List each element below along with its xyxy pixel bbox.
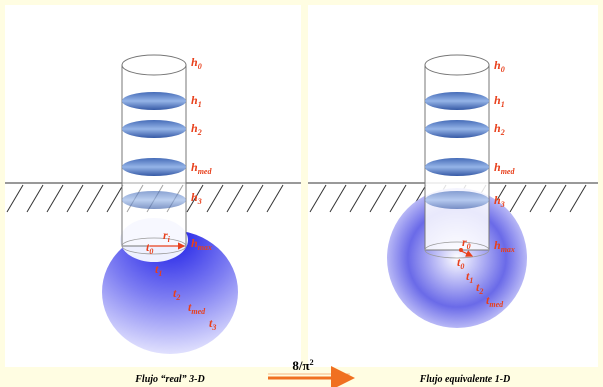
label-sub: 1 <box>198 100 202 109</box>
label-sub: 1 <box>158 269 162 278</box>
water-level <box>122 92 186 110</box>
label-sub: 0 <box>460 262 464 271</box>
water-level <box>122 120 186 138</box>
water-level <box>425 92 489 110</box>
label-sub: 0 <box>149 247 153 256</box>
label-sub: med <box>501 167 516 176</box>
label-sub: max <box>198 243 212 252</box>
label-sub: 1 <box>469 276 473 285</box>
label-sub: 3 <box>211 323 216 332</box>
water-level <box>425 120 489 138</box>
label-sub: 3 <box>197 197 202 206</box>
label-sub: med <box>489 300 504 309</box>
label-sub: 2 <box>175 293 180 302</box>
label-sub: max <box>501 245 515 254</box>
label-sub: 2 <box>197 128 202 137</box>
label-sub: 2 <box>500 128 505 137</box>
water-level <box>425 191 489 209</box>
label-sub: 2 <box>478 287 483 296</box>
water-level <box>122 191 186 209</box>
diagram: Flujo “real” 3-D Flujo equivalente 1-D 8… <box>0 0 603 387</box>
label-sub: 1 <box>501 100 505 109</box>
factor-base: 8/π <box>292 358 309 373</box>
water-level <box>425 158 489 176</box>
label-sub: 0 <box>501 65 505 74</box>
factor-sup: 2 <box>310 358 314 367</box>
caption: Flujo “real” 3-D <box>134 374 204 385</box>
factor: 8/π2 <box>292 358 313 373</box>
label-sub: 3 <box>500 200 505 209</box>
label-sub: med <box>198 167 213 176</box>
label-sub: med <box>191 307 206 316</box>
water-level <box>122 158 186 176</box>
caption: Flujo equivalente 1-D <box>419 374 511 385</box>
cylinder-top <box>425 55 489 75</box>
label-sub: 0 <box>198 62 202 71</box>
label-sub: 0 <box>467 242 471 251</box>
cylinder-top <box>122 55 186 75</box>
